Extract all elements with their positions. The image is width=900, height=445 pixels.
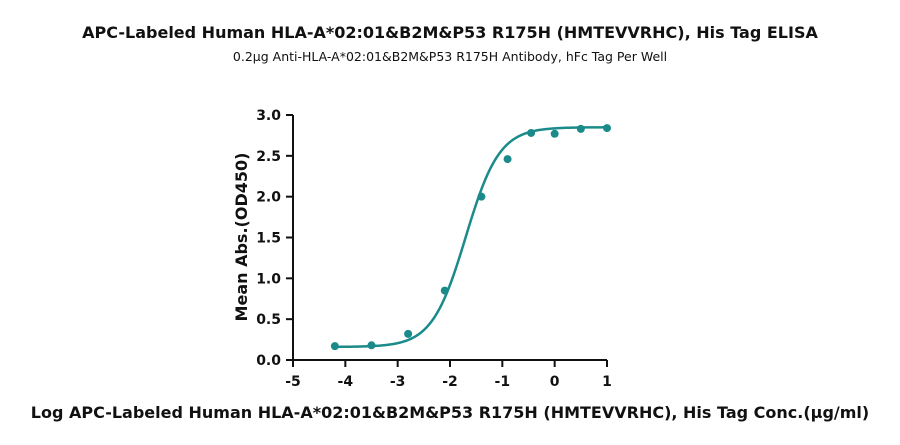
data-point — [440, 286, 449, 295]
chart-subtitle: 0.2μg Anti-HLA-A*02:01&B2M&P53 R175H Ant… — [233, 49, 667, 64]
data-point — [576, 124, 585, 133]
y-tick-label: 1.0 — [256, 271, 281, 287]
y-tick-label: 2.0 — [256, 190, 281, 206]
data-point — [404, 329, 413, 338]
y-tick-label: 1.5 — [256, 231, 281, 247]
plot-area: 0.0 0.5 1.0 1.5 2.0 2.5 3.0 -5 -4 -3 -2 -1 0 1 — [256, 108, 612, 390]
data-point — [527, 128, 536, 137]
data-point — [477, 192, 486, 201]
data-point — [503, 155, 512, 164]
x-tick-label: -3 — [390, 374, 406, 390]
x-tick-label: -4 — [338, 374, 354, 390]
data-point — [367, 341, 376, 350]
y-tick-label: 3.0 — [256, 108, 281, 124]
y-tick-label: 0.5 — [256, 312, 281, 328]
x-tick-label: -2 — [442, 374, 458, 390]
x-tick-label: 1 — [602, 374, 612, 390]
data-point — [603, 124, 611, 133]
fit-curve — [334, 126, 607, 349]
y-tick-label: 2.5 — [256, 149, 281, 165]
y-tick-label: 0.0 — [256, 353, 281, 369]
chart-title: APC-Labeled Human HLA-A*02:01&B2M&P53 R1… — [82, 23, 818, 42]
y-axis-title: Mean Abs.(OD450) — [232, 153, 251, 322]
x-axis-title: Log APC-Labeled Human HLA-A*02:01&B2M&P5… — [31, 403, 869, 422]
x-tick-label: 0 — [550, 374, 560, 390]
data-point — [330, 342, 339, 351]
x-tick-label: -5 — [285, 374, 301, 390]
data-point — [550, 129, 559, 138]
x-tick-label: -1 — [495, 374, 511, 390]
